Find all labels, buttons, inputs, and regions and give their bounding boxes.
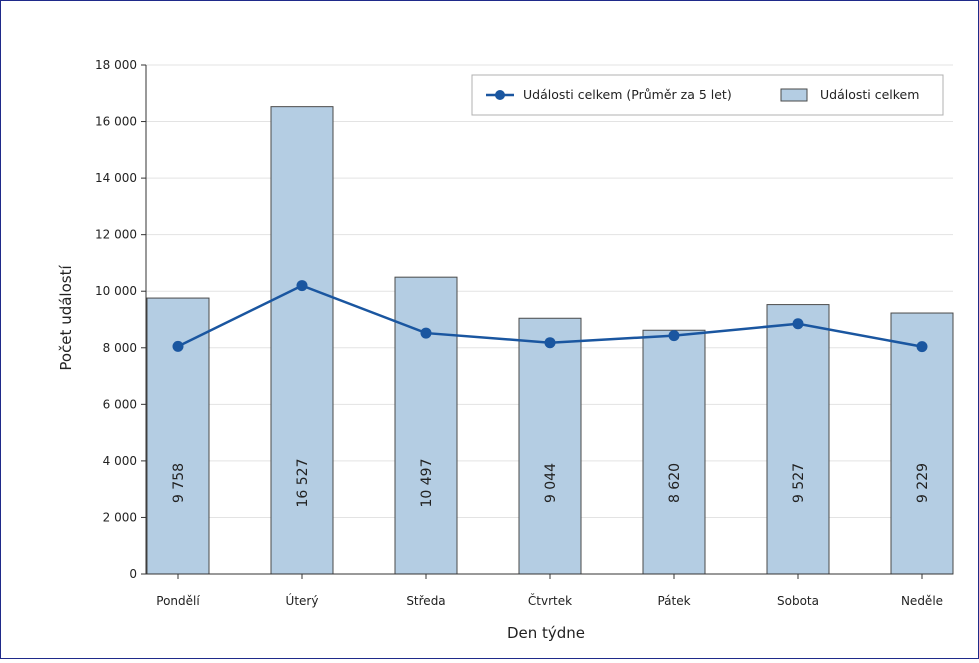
x-tick-label: Pondělí (156, 594, 200, 608)
line-series (172, 280, 928, 353)
y-tick-label: 6 000 (103, 397, 137, 411)
data-label: 9 527 (791, 463, 807, 503)
x-tick-label: Čtvrtek (528, 593, 572, 608)
x-tick-label: Středa (406, 594, 445, 608)
y-tick-label: 0 (129, 567, 137, 581)
legend: Události celkem (Průměr za 5 let) Událos… (471, 74, 944, 116)
x-tick-label: Sobota (777, 594, 819, 608)
legend-line-dot (495, 90, 505, 100)
y-tick-label: 10 000 (95, 284, 137, 298)
bar (146, 297, 210, 575)
y-tick-label: 2 000 (103, 510, 137, 524)
line-point (544, 337, 556, 349)
data-label: 9 044 (543, 463, 559, 503)
y-tick-labels: 0 2 000 4 000 6 000 8 000 10 000 12 000 14 000 1… (95, 58, 137, 581)
y-tick-label: 14 000 (95, 171, 137, 185)
legend-label-line: Události celkem (Průměr za 5 let) (523, 87, 732, 102)
data-label: 9 229 (915, 463, 931, 503)
x-tick-labels: Pondělí Úterý Středa Čtvrtek Pátek Sobota Nedě… (156, 593, 943, 608)
line-point (172, 340, 184, 352)
data-label: 9 758 (171, 463, 187, 503)
line-point (916, 341, 928, 353)
y-tick-label: 12 000 (95, 228, 137, 242)
data-label: 16 527 (295, 459, 311, 508)
line-point (420, 327, 432, 339)
x-axis-title: Den týdne (507, 624, 585, 642)
line-point (792, 318, 804, 330)
y-axis-title: Počet událostí (57, 265, 75, 371)
legend-box (471, 74, 944, 116)
bar (394, 276, 458, 575)
line-point (668, 330, 680, 342)
x-tick-label: Pátek (657, 594, 690, 608)
x-tick-label: Úterý (286, 593, 319, 608)
bar (642, 329, 706, 575)
bar (766, 304, 830, 575)
line-point (296, 280, 308, 292)
axes (141, 64, 953, 579)
y-tick-label: 18 000 (95, 58, 137, 72)
bar (518, 317, 582, 575)
legend-label-bar: Události celkem (820, 87, 919, 102)
y-tick-label: 16 000 (95, 115, 137, 129)
data-labels: 9 758 16 527 10 497 9 044 8 620 9 527 9 229 (171, 459, 931, 508)
data-label: 8 620 (667, 463, 683, 503)
data-label: 10 497 (419, 459, 435, 508)
x-tick-label: Neděle (901, 594, 943, 608)
y-tick-label: 8 000 (103, 341, 137, 355)
legend-bar-swatch (780, 88, 808, 102)
y-tick-label: 4 000 (103, 454, 137, 468)
bar (890, 312, 954, 575)
